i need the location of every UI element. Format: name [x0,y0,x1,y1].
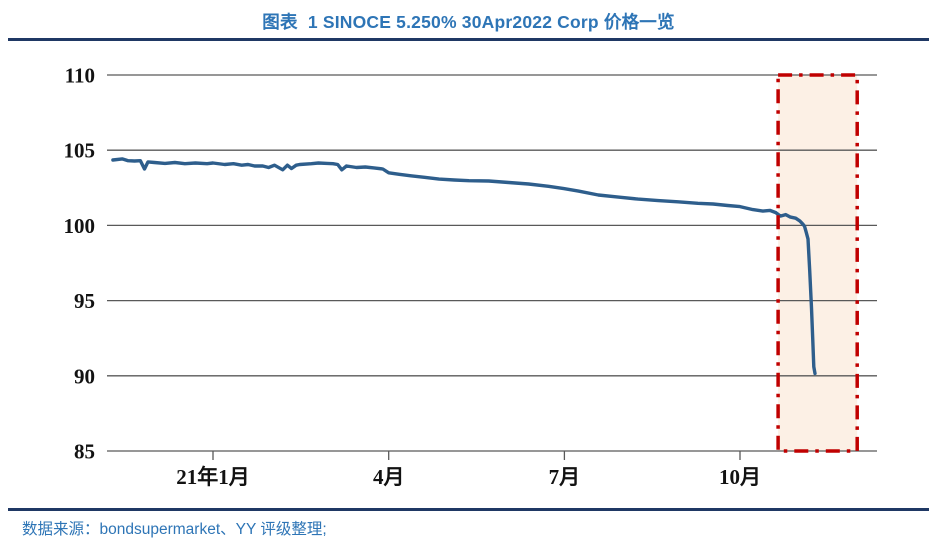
y-tick-label-110: 110 [65,64,95,88]
x-tick-label: 4月 [373,465,405,489]
price-line [111,157,817,376]
data-source: 数据来源：bondsupermarket、YY 评级整理; [22,521,327,538]
y-tick-label-90: 90 [74,364,95,388]
x-tick-label: 7月 [549,465,581,489]
y-tick-label-100: 100 [64,214,96,238]
caption-divider [8,38,929,41]
footer-divider [8,508,929,511]
y-tick-label-85: 85 [74,440,95,464]
highlight-region-fill [778,75,858,451]
highlight-region-border [776,73,859,453]
chart-caption: 图表 1 SINOCE 5.250% 30Apr2022 Corp 价格一览 [262,12,675,32]
x-tick-label: 10月 [719,465,761,489]
y-tick-label-95: 95 [74,289,95,313]
x-tick-label: 21年1月 [176,465,250,489]
y-tick-label-105: 105 [64,139,96,163]
